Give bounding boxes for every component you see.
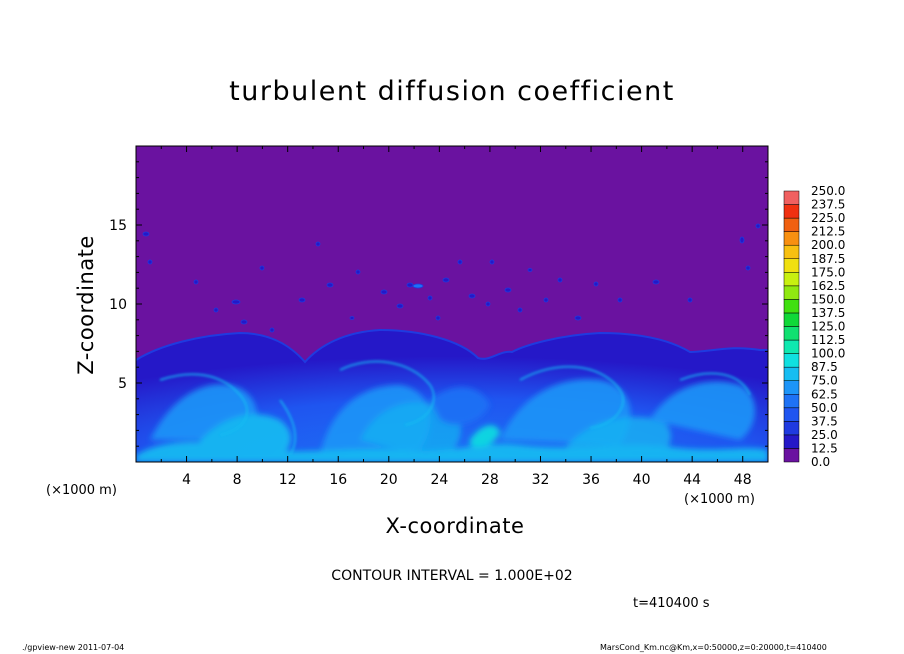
colorbar-label: 112.5 — [811, 333, 845, 347]
x-tick-label: 4 — [182, 472, 191, 488]
colorbar-label: 187.5 — [811, 252, 845, 266]
colorbar-segment — [783, 448, 800, 463]
colorbar-label: 75.0 — [811, 374, 838, 388]
x-tick-label: 20 — [380, 472, 398, 488]
x-tick-label: 16 — [329, 472, 347, 488]
colorbar-label: 162.5 — [811, 279, 845, 293]
x-axis-label: X-coordinate — [385, 514, 525, 538]
colorbar-label: 0.0 — [811, 455, 830, 469]
colorbar-segment — [783, 366, 800, 381]
x-unit-label-right: (×1000 m) — [684, 492, 755, 507]
colorbar-segment — [783, 272, 800, 287]
x-tick-label: 8 — [233, 472, 242, 488]
x-tick-label: 32 — [532, 472, 550, 488]
colorbar-label: 50.0 — [811, 401, 838, 415]
y-axis: 5 10 15 — [109, 161, 768, 447]
colorbar-label: 125.0 — [811, 320, 845, 334]
colorbar-segment — [783, 244, 800, 259]
colorbar-label: 250.0 — [811, 184, 845, 198]
colorbar-segment — [783, 204, 800, 219]
colorbar-segment — [783, 231, 800, 246]
colorbar-label: 150.0 — [811, 292, 845, 306]
y-tick-label: 10 — [109, 297, 127, 313]
colorbar-segment — [783, 326, 800, 341]
x-tick-label: 28 — [481, 472, 499, 488]
x-tick-label: 44 — [683, 472, 701, 488]
x-axis: 4 8 12 16 20 24 28 32 36 40 44 48 — [160, 146, 752, 488]
colorbar-label: 137.5 — [811, 306, 845, 320]
colorbar: 0.012.525.037.550.062.575.087.5100.0112.… — [783, 184, 845, 469]
colorbar-label: 12.5 — [811, 441, 838, 455]
colorbar-label: 37.5 — [811, 414, 838, 428]
colorbar-segment — [783, 353, 800, 368]
colorbar-segment — [783, 299, 800, 314]
colorbar-segment — [783, 339, 800, 354]
chart-title: turbulent diffusion coefficient — [229, 76, 675, 107]
colorbar-segment — [783, 190, 800, 205]
colorbar-segment — [783, 394, 800, 409]
contour-interval: CONTOUR INTERVAL = 1.000E+02 — [331, 568, 573, 584]
colorbar-segment — [783, 380, 800, 395]
plot-field — [136, 146, 768, 462]
turbulent-layer — [136, 328, 768, 462]
colorbar-segment — [783, 217, 800, 232]
colorbar-segment — [783, 434, 800, 449]
colorbar-segment — [783, 407, 800, 422]
time-label: t=410400 s — [633, 596, 710, 611]
colorbar-segment — [783, 258, 800, 273]
y-tick-label: 5 — [118, 376, 127, 392]
colorbar-label: 87.5 — [811, 360, 838, 374]
colorbar-label: 175.0 — [811, 265, 845, 279]
colorbar-segment — [783, 421, 800, 436]
scattered-eddies — [142, 223, 761, 333]
colorbar-label: 237.5 — [811, 198, 845, 212]
footer-left: ./gpview-new 2011-07-04 — [22, 643, 125, 652]
colorbar-label: 225.0 — [811, 211, 845, 225]
colorbar-label: 100.0 — [811, 347, 845, 361]
colorbar-label: 212.5 — [811, 225, 845, 239]
x-unit-label-left: (×1000 m) — [46, 483, 117, 498]
colorbar-label: 62.5 — [811, 387, 838, 401]
x-tick-label: 40 — [633, 472, 651, 488]
colorbar-segment — [783, 285, 800, 300]
x-tick-label: 36 — [582, 472, 600, 488]
colorbar-segment — [783, 312, 800, 327]
x-tick-label: 12 — [279, 472, 297, 488]
y-axis-label: Z-coordinate — [74, 235, 98, 375]
footer-right: MarsCond_Km.nc@Km,x=0:50000,z=0:20000,t=… — [600, 643, 827, 652]
x-tick-label: 48 — [734, 472, 752, 488]
colorbar-label: 25.0 — [811, 428, 838, 442]
x-tick-label: 24 — [430, 472, 448, 488]
y-tick-label: 15 — [109, 218, 127, 234]
colorbar-label: 200.0 — [811, 238, 845, 252]
